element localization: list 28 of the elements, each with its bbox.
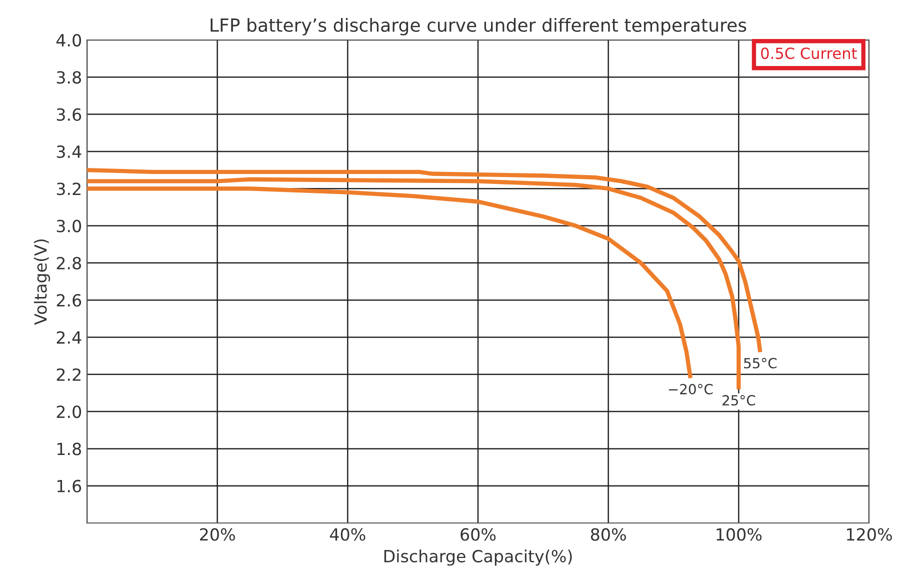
y-tick-label: 2.2: [56, 368, 80, 381]
series-label: 55°C: [744, 358, 777, 368]
series-label: −20°C: [668, 384, 713, 394]
y-axis-title: Voltage(V): [34, 239, 50, 325]
line-series: [87, 168, 762, 354]
y-tick-label: 3.8: [56, 71, 81, 84]
annotation: 0.5C Current: [761, 48, 857, 60]
y-tick-label: 3.0: [56, 220, 82, 232]
series-label: 25°C: [722, 395, 756, 406]
y-tick-label: 3.2: [56, 182, 80, 196]
chart-title: LFP battery’s discharge curve under different temperatures: [210, 18, 746, 36]
y-tick-label: 3.4: [56, 145, 82, 158]
x-axis-title: Discharge Capacity(%): [384, 550, 572, 566]
y-tick-label: 2.6: [56, 294, 82, 307]
y-tick-label: 2.4: [56, 331, 82, 344]
y-tick-label: 1.6: [57, 480, 82, 492]
y-tick-label: 3.6: [56, 108, 82, 121]
y-tick-label: 2.8: [56, 256, 81, 270]
x-tick-label: 120%: [847, 528, 892, 541]
x-tick-label: 100%: [716, 528, 762, 541]
x-tick-label: 80%: [590, 528, 626, 541]
x-tick-label: 60%: [460, 528, 496, 541]
x-tick-label: 40%: [330, 528, 366, 541]
y-tick-label: 4.0: [56, 34, 82, 47]
x-tick-label: 20%: [200, 528, 235, 541]
line-series: [87, 186, 693, 380]
y-tick-label: 2.0: [56, 406, 82, 418]
y-tick-label: 1.8: [57, 442, 81, 456]
